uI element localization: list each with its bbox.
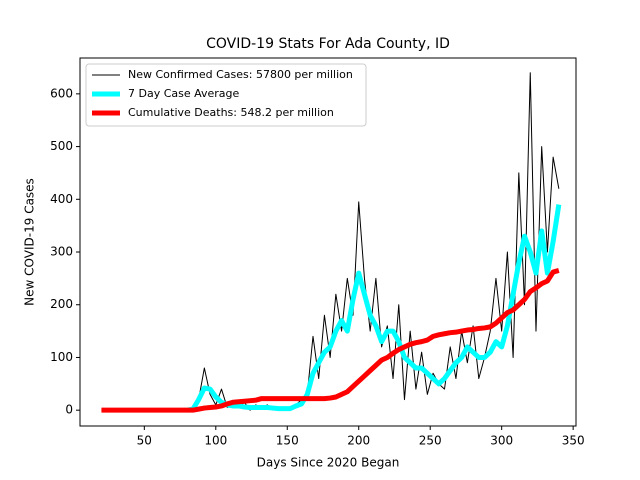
- plot-frame: [79, 57, 577, 427]
- y-tick-label: 100: [50, 350, 73, 364]
- x-tick-label: 200: [347, 434, 370, 448]
- chart-title: COVID-19 Stats For Ada County, ID: [206, 36, 450, 52]
- legend-label: 7 Day Case Average: [128, 87, 240, 100]
- x-tick-label: 250: [419, 434, 442, 448]
- x-tick-label: 150: [276, 434, 299, 448]
- y-tick-label: 200: [50, 297, 73, 311]
- x-tick-label: 350: [562, 434, 585, 448]
- x-tick-label: 300: [490, 434, 513, 448]
- data-line: [186, 204, 562, 413]
- y-axis-label: New COVID-19 Cases: [23, 178, 37, 306]
- legend-label: New Confirmed Cases: 57800 per million: [128, 68, 353, 81]
- x-axis-label: Days Since 2020 Began: [257, 456, 400, 470]
- legend-box: [85, 63, 367, 127]
- y-tick-label: 600: [50, 86, 73, 100]
- data-line: [101, 268, 560, 413]
- legend-label: Cumulative Deaths: 548.2 per million: [128, 106, 334, 119]
- y-tick-label: 0: [65, 403, 73, 417]
- x-tick-label: 100: [204, 434, 227, 448]
- y-tick-label: 500: [50, 139, 73, 153]
- y-tick-label: 400: [50, 192, 73, 206]
- x-tick-label: 50: [137, 434, 152, 448]
- y-tick-label: 300: [50, 245, 73, 259]
